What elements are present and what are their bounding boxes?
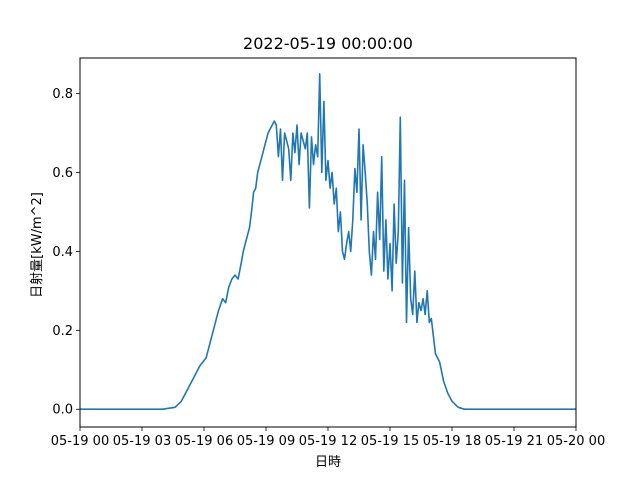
y-tick-label: 0.0 (52, 403, 73, 418)
y-tick-label: 0.8 (52, 87, 73, 102)
x-tick-label: 05-19 12 (299, 434, 357, 449)
y-tick-label: 0.2 (52, 324, 73, 339)
x-tick-label: 05-19 03 (113, 434, 171, 449)
plot-area (80, 73, 576, 411)
x-tick-label: 05-20 00 (547, 434, 605, 449)
x-axis: 05-19 00 05-19 03 05-19 06 05-19 09 05-19 12… (51, 427, 605, 449)
x-tick-label: 05-19 21 (485, 434, 543, 449)
x-tick-label: 05-19 00 (51, 434, 109, 449)
x-tick-label: 05-19 09 (237, 434, 295, 449)
chart-title: 2022-05-19 00:00:00 (243, 34, 413, 53)
x-tick-label: 05-19 06 (175, 434, 233, 449)
y-tick-label: 0.6 (52, 166, 73, 181)
plot-frame (79, 57, 577, 428)
y-axis-label: 日射量[kW/m^2] (29, 192, 45, 298)
x-tick-label: 05-19 18 (423, 434, 481, 449)
y-axis: 0.0 0.2 0.4 0.6 0.8 (52, 87, 80, 418)
series-line-0 (80, 73, 576, 411)
x-tick-label: 05-19 15 (361, 434, 419, 449)
y-tick-label: 0.4 (52, 245, 73, 260)
x-axis-label: 日時 (315, 455, 341, 470)
